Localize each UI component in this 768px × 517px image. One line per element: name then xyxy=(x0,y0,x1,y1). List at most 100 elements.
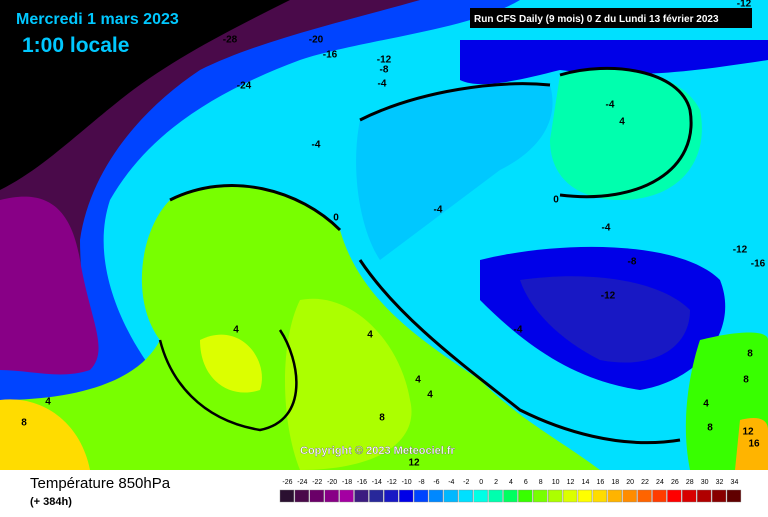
contour-label: 0 xyxy=(553,195,559,206)
zone xyxy=(285,298,412,470)
legend-tick: -14 xyxy=(372,479,382,486)
copyright: Copyright © 2023 Meteociel.fr xyxy=(300,445,456,457)
legend-swatch xyxy=(667,489,682,503)
contour-label: 8 xyxy=(743,375,749,386)
legend-swatch xyxy=(562,489,578,503)
legend-swatch xyxy=(518,489,533,503)
contour-label: 0 xyxy=(333,213,339,224)
zone xyxy=(460,40,768,85)
contour-label: -8 xyxy=(380,65,389,76)
contour-label: -24 xyxy=(237,81,252,92)
contour-label: -16 xyxy=(323,50,338,61)
contour-label: -4 xyxy=(312,140,321,151)
legend-tick: 20 xyxy=(626,479,634,486)
legend-tick: 14 xyxy=(582,479,590,486)
contour-label: -4 xyxy=(602,223,611,234)
contour-label: -16 xyxy=(751,259,766,270)
legend-tick: 18 xyxy=(611,479,619,486)
legend-swatch xyxy=(369,489,384,503)
legend-tick: -24 xyxy=(297,479,307,486)
legend-tick: 16 xyxy=(596,479,604,486)
contour-label: 8 xyxy=(379,413,385,424)
legend-swatch xyxy=(488,489,503,503)
map-time: 1:00 locale xyxy=(22,34,129,57)
legend-swatch xyxy=(622,489,637,503)
contour-label: 16 xyxy=(748,439,760,450)
legend-swatch xyxy=(399,489,414,503)
legend-swatch xyxy=(294,489,309,503)
contour-label: -4 xyxy=(378,79,387,90)
contour-label: -12 xyxy=(733,245,748,256)
legend-tick: -10 xyxy=(402,479,412,486)
map-date: Mercredi 1 mars 2023 xyxy=(16,11,179,28)
contour-label: 8 xyxy=(707,423,713,434)
legend-tick: 8 xyxy=(539,479,543,486)
contour-label: -12 xyxy=(377,55,392,66)
legend-tick: 28 xyxy=(686,479,694,486)
run-info: Run CFS Daily (9 mois) 0 Z du Lundi 13 f… xyxy=(474,14,719,25)
contour-label: 4 xyxy=(233,325,239,336)
zone xyxy=(550,68,702,200)
legend-tick: 2 xyxy=(494,479,498,486)
contour-label: -28 xyxy=(223,35,238,46)
legend-tick: -20 xyxy=(327,479,337,486)
legend-swatch xyxy=(428,489,444,503)
legend-tick: 32 xyxy=(716,479,724,486)
legend-tick: -12 xyxy=(387,479,397,486)
legend-tick: 0 xyxy=(479,479,483,486)
map-labels: -12-28 -20-16 -12-8-4-24-4-440-40-4-8-12-1… xyxy=(21,0,765,469)
contour-label: 4 xyxy=(415,375,421,386)
contour-label: 12 xyxy=(408,458,420,469)
footer-lead: (+ 384h) xyxy=(30,496,72,508)
legend-swatch xyxy=(652,489,667,503)
legend-tick: 26 xyxy=(671,479,679,486)
legend-swatch xyxy=(443,489,458,503)
legend-swatch xyxy=(726,489,742,503)
legend: -26 -24 -22 -20 -18 -16 -14 -12 -10 -8 -6 -4 -2 0 2 4 6 8… xyxy=(279,479,742,503)
zone xyxy=(200,334,262,393)
legend-tick: -4 xyxy=(448,479,454,486)
legend-swatch xyxy=(697,489,712,503)
contour-label: -20 xyxy=(309,35,324,46)
legend-swatch xyxy=(324,489,339,503)
legend-swatch xyxy=(384,489,399,503)
zone xyxy=(0,196,99,375)
run-bg xyxy=(470,8,752,28)
legend-swatch xyxy=(458,489,473,503)
contour-label: 4 xyxy=(45,397,51,408)
legend-swatch xyxy=(607,489,622,503)
legend-swatch xyxy=(279,489,295,503)
contour xyxy=(158,329,298,432)
legend-swatch xyxy=(592,489,608,503)
zone xyxy=(520,276,690,363)
zone xyxy=(356,83,553,260)
legend-tick: 24 xyxy=(656,479,664,486)
contour-label: -4 xyxy=(514,325,523,336)
legend-tick: 34 xyxy=(731,479,739,486)
contour-label: 12 xyxy=(742,427,754,438)
legend-tick: -6 xyxy=(433,479,439,486)
zone xyxy=(735,418,768,470)
legend-tick: 12 xyxy=(567,479,575,486)
legend-swatch xyxy=(682,489,697,503)
legend-swatch xyxy=(533,489,548,503)
contour-label: 4 xyxy=(703,399,709,410)
contour-label: -8 xyxy=(628,257,637,268)
legend-swatch xyxy=(339,489,354,503)
footer-title: Température 850hPa xyxy=(30,475,171,492)
contour-label: 8 xyxy=(747,349,753,360)
zone xyxy=(0,0,290,190)
legend-tick: -22 xyxy=(312,479,322,486)
legend-tick: 4 xyxy=(509,479,513,486)
legend-tick: -8 xyxy=(418,479,424,486)
legend-tick: -2 xyxy=(463,479,469,486)
contour-label: 8 xyxy=(21,418,27,429)
contour-label: -4 xyxy=(606,100,615,111)
legend-swatch xyxy=(354,489,369,503)
legend-tick: 10 xyxy=(552,479,560,486)
contour-label: -4 xyxy=(434,205,443,216)
legend-swatch xyxy=(548,489,563,503)
legend-swatch xyxy=(309,489,324,503)
